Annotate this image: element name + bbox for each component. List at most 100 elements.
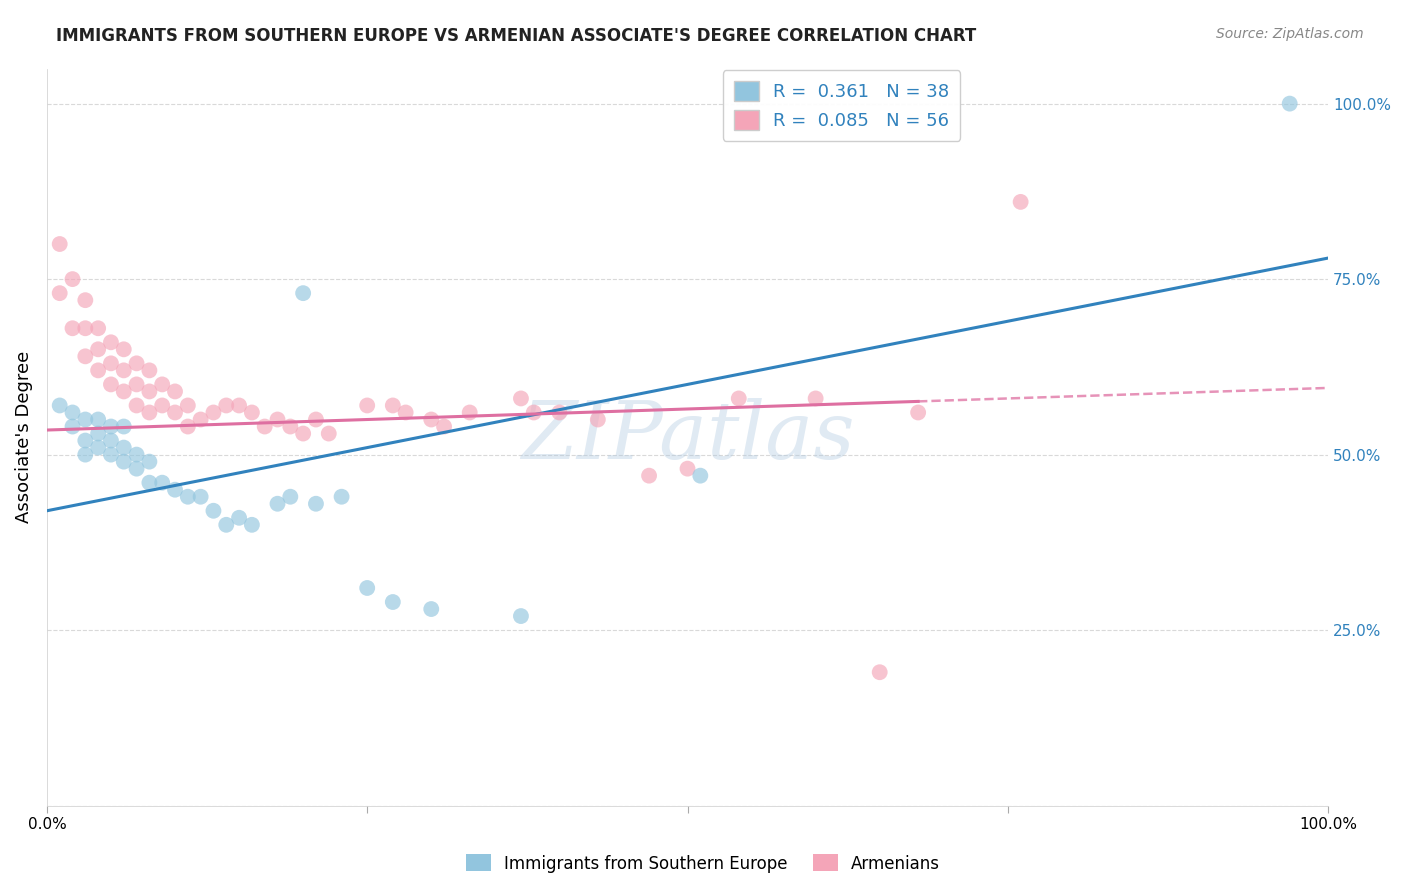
Point [586,412,609,426]
Point [523,405,546,419]
Point [318,426,340,441]
Point [48,237,70,252]
Point [138,363,160,377]
Point [87,412,110,426]
Point [215,399,238,413]
Point [266,412,288,426]
Point [163,483,186,497]
Point [638,468,661,483]
Point [75,412,97,426]
Point [869,665,891,680]
Point [125,356,148,370]
Point [278,490,301,504]
Point [112,343,135,357]
Point [177,419,200,434]
Point [138,405,160,419]
Point [87,363,110,377]
Text: ZIPatlas: ZIPatlas [520,399,855,475]
Point [253,419,276,434]
Point [112,384,135,399]
Point [75,434,97,448]
Point [62,405,84,419]
Point [228,510,250,524]
Point [433,419,456,434]
Point [112,441,135,455]
Point [87,426,110,441]
Point [62,272,84,286]
Point [420,602,443,616]
Point [100,434,122,448]
Y-axis label: Associate's Degree: Associate's Degree [15,351,32,524]
Point [100,356,122,370]
Point [458,405,481,419]
Point [138,475,160,490]
Point [125,399,148,413]
Point [420,412,443,426]
Point [1010,194,1032,209]
Point [100,419,122,434]
Point [190,490,212,504]
Point [150,377,173,392]
Point [266,497,288,511]
Point [150,475,173,490]
Legend: R =  0.361   N = 38, R =  0.085   N = 56: R = 0.361 N = 38, R = 0.085 N = 56 [723,70,960,141]
Point [330,490,353,504]
Text: Source: ZipAtlas.com: Source: ZipAtlas.com [1216,27,1364,41]
Point [62,321,84,335]
Point [240,405,263,419]
Point [278,419,301,434]
Point [510,609,533,624]
Point [125,377,148,392]
Point [177,490,200,504]
Point [100,335,122,350]
Point [87,441,110,455]
Point [689,468,711,483]
Point [100,448,122,462]
Point [150,399,173,413]
Point [48,399,70,413]
Point [381,399,404,413]
Point [202,405,225,419]
Point [87,321,110,335]
Point [395,405,418,419]
Point [676,461,699,475]
Point [1278,96,1301,111]
Point [75,293,97,308]
Point [305,412,328,426]
Point [190,412,212,426]
Point [138,384,160,399]
Point [163,405,186,419]
Point [292,286,315,301]
Text: IMMIGRANTS FROM SOUTHERN EUROPE VS ARMENIAN ASSOCIATE'S DEGREE CORRELATION CHART: IMMIGRANTS FROM SOUTHERN EUROPE VS ARMEN… [56,27,977,45]
Point [112,419,135,434]
Point [510,392,533,406]
Point [356,399,378,413]
Point [62,419,84,434]
Point [177,399,200,413]
Point [215,517,238,532]
Point [125,448,148,462]
Point [356,581,378,595]
Point [907,405,929,419]
Point [381,595,404,609]
Point [112,363,135,377]
Point [727,392,749,406]
Point [87,343,110,357]
Point [804,392,827,406]
Point [138,455,160,469]
Point [125,461,148,475]
Point [100,377,122,392]
Point [48,286,70,301]
Point [75,349,97,363]
Point [112,455,135,469]
Legend: Immigrants from Southern Europe, Armenians: Immigrants from Southern Europe, Armenia… [460,847,946,880]
Point [240,517,263,532]
Point [202,504,225,518]
Point [163,384,186,399]
Point [75,321,97,335]
Point [548,405,571,419]
Point [228,399,250,413]
Point [75,448,97,462]
Point [305,497,328,511]
Point [292,426,315,441]
